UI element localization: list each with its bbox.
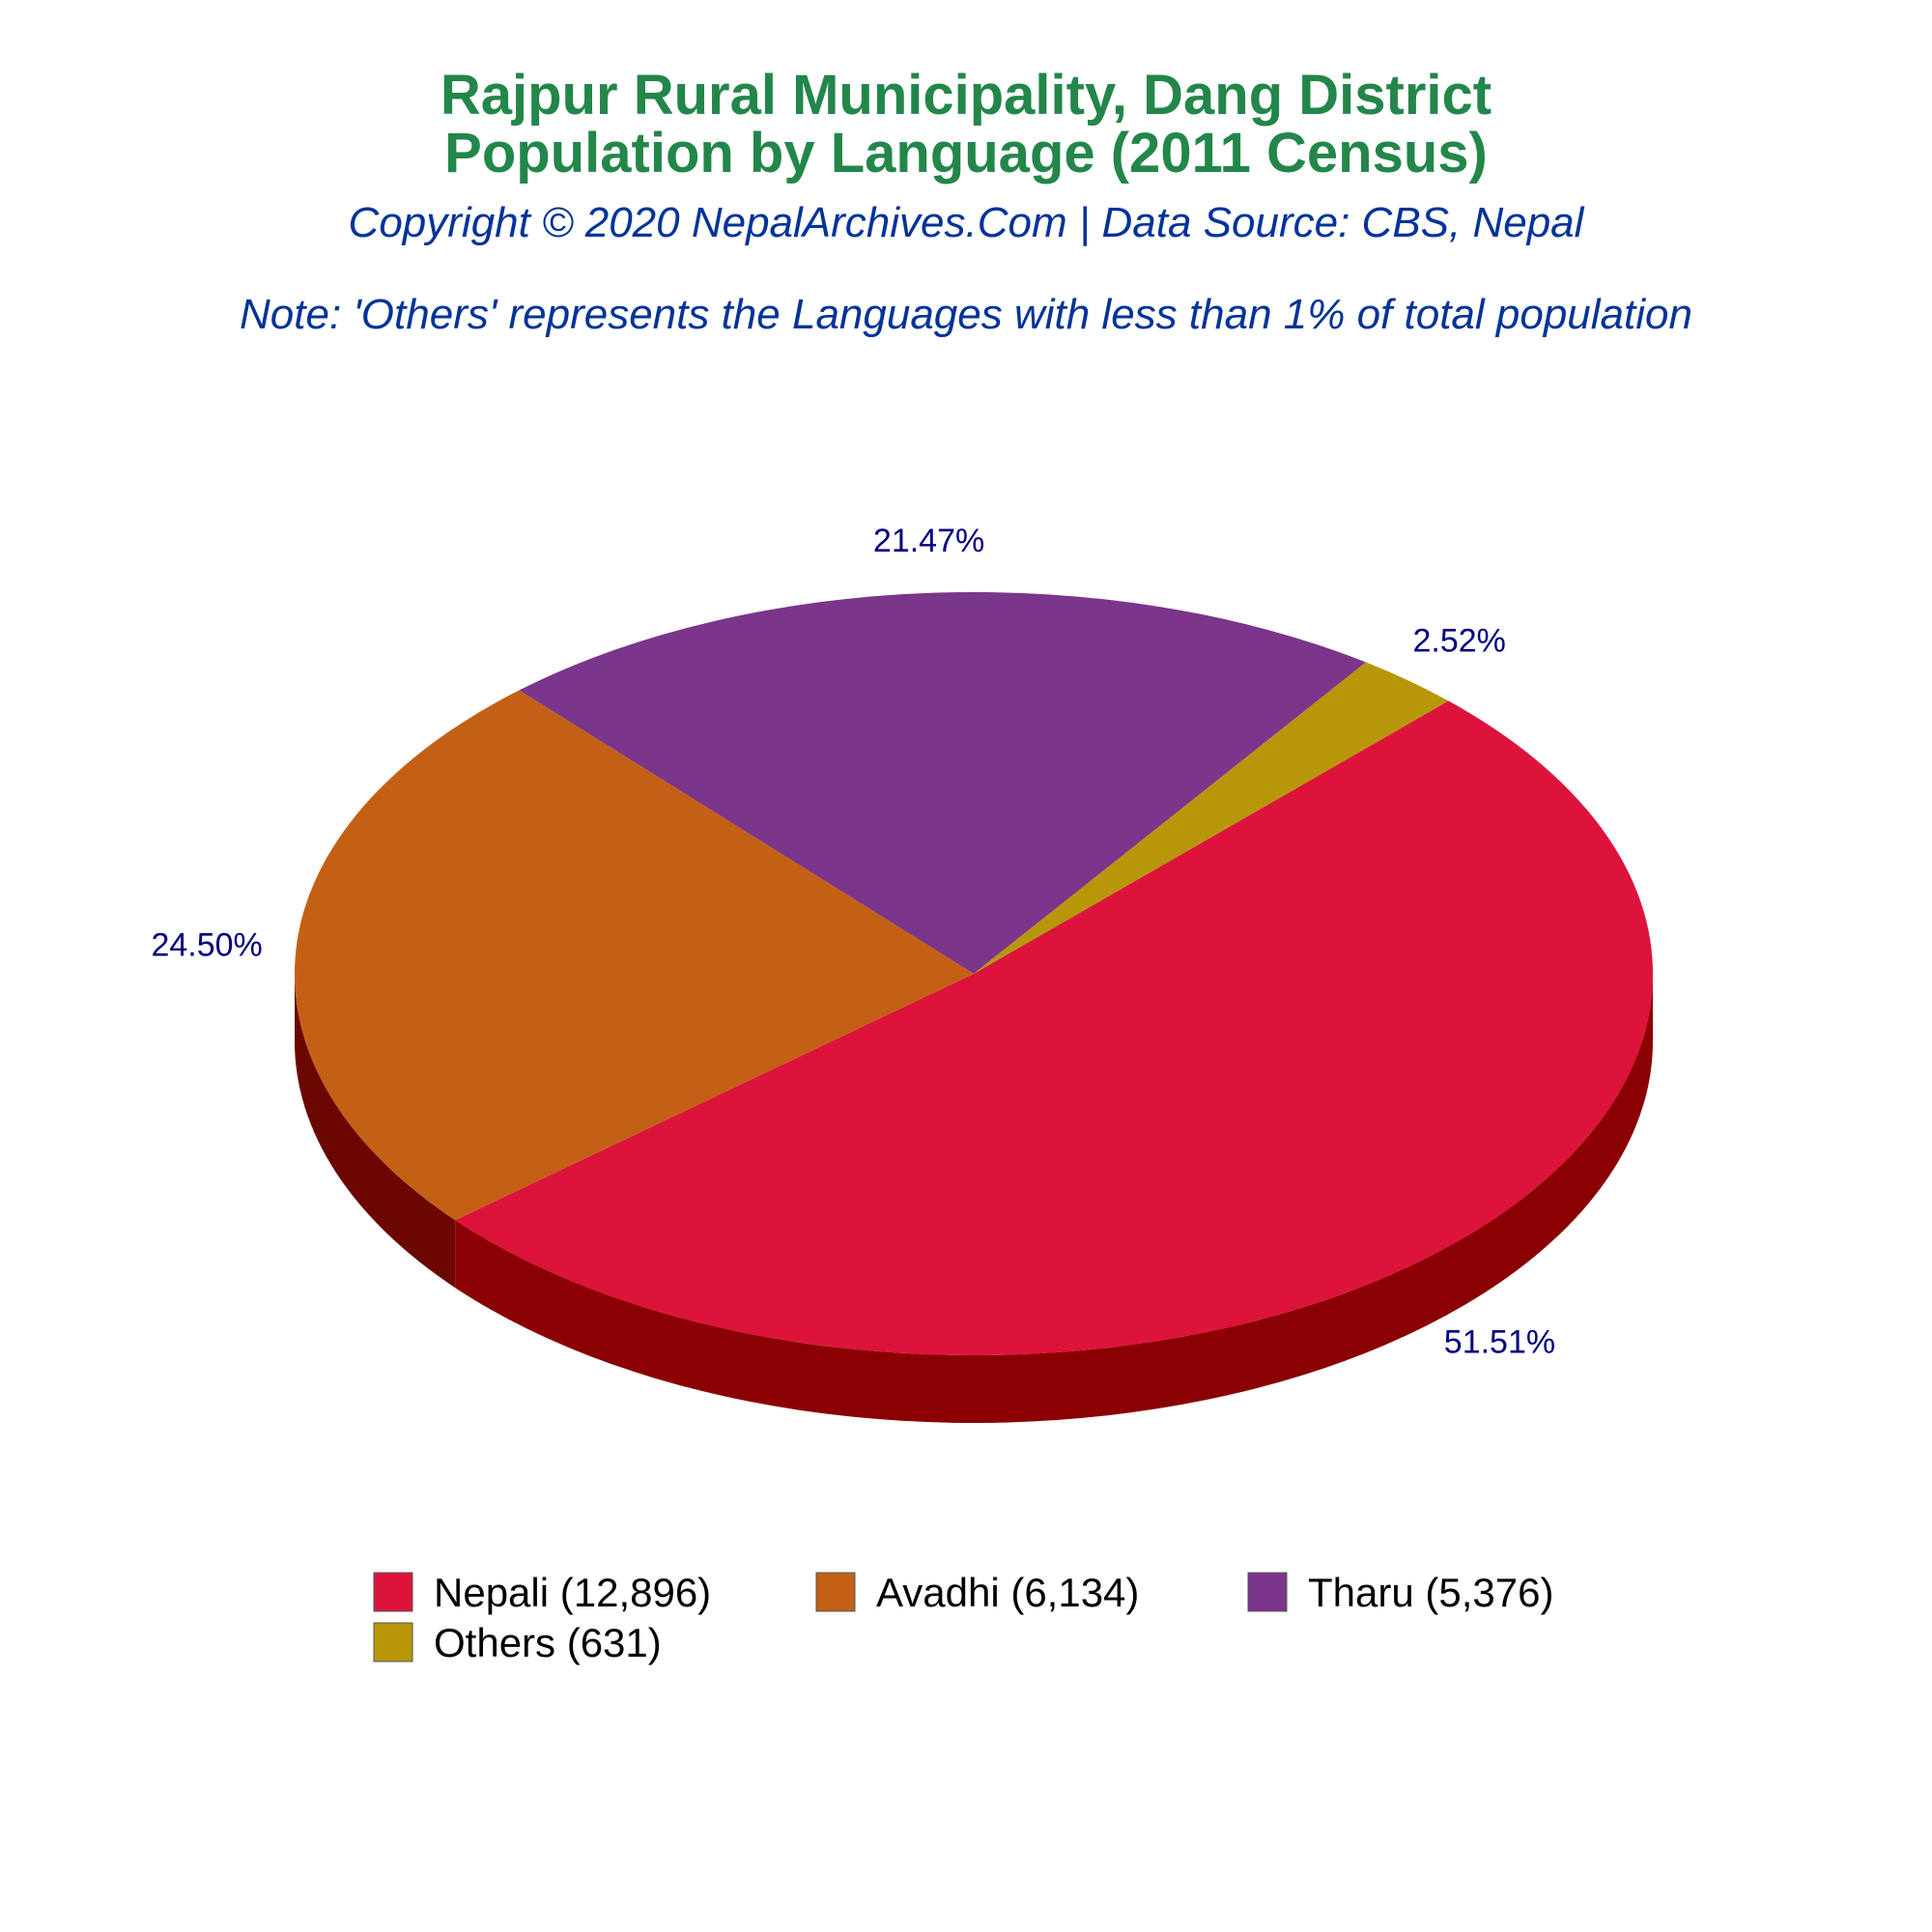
pie-slice-avadhi	[294, 690, 975, 1221]
legend-label-tharu: Tharu (5,376)	[1308, 1570, 1553, 1615]
legend-swatch-tharu	[1247, 1572, 1288, 1612]
chart-subtitle: Population by Language (2011 Census)	[444, 122, 1488, 185]
legend-swatch-avadhi	[815, 1572, 856, 1612]
legend-label-others: Others (631)	[434, 1620, 662, 1665]
pie-body	[294, 591, 1654, 1423]
percent-label-avadhi: 24.50%	[151, 927, 262, 964]
pie-side-nepali	[455, 974, 1654, 1423]
percent-label-tharu: 21.47%	[873, 523, 984, 559]
legend-swatch-others	[373, 1622, 413, 1662]
pie-slice-tharu	[519, 591, 1366, 974]
pie-slice-nepali	[455, 700, 1654, 1356]
legend: Nepali (12,896) Avadhi (6,134) Tharu (5,37…	[373, 1570, 1553, 1665]
copyright-text: Copyright © 2020 NepalArchives.Com | Dat…	[349, 199, 1585, 246]
note-text: Note: 'Others' represents the Languages …	[240, 291, 1692, 338]
percent-label-nepali: 51.51%	[1444, 1324, 1555, 1361]
chart-title: Rajpur Rural Municipality, Dang District	[440, 64, 1492, 127]
pie-slice-others	[974, 662, 1449, 974]
legend-label-nepali: Nepali (12,896)	[434, 1570, 711, 1615]
legend-swatch-nepali	[373, 1572, 413, 1612]
percent-label-others: 2.52%	[1413, 622, 1506, 659]
legend-label-avadhi: Avadhi (6,134)	[876, 1570, 1139, 1615]
percent-labels: 51.51% 24.50% 21.47% 2.52%	[151, 523, 1555, 1361]
pie-side-avadhi	[295, 974, 456, 1289]
